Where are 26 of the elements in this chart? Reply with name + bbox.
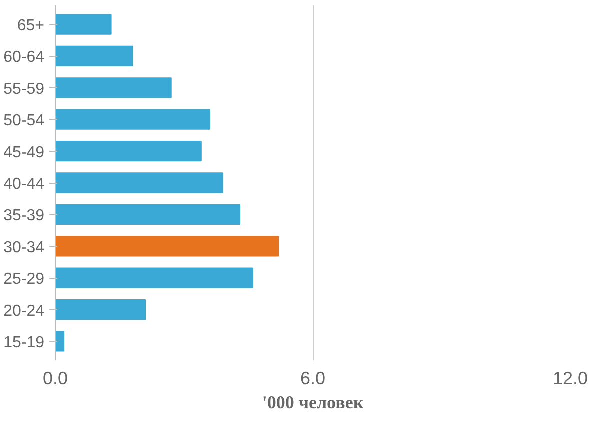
- bar: [56, 331, 65, 352]
- y-tick-label: 25-29: [4, 271, 45, 288]
- y-tick-label: 15-19: [4, 334, 45, 352]
- y-tick-label: 35-39: [4, 208, 45, 225]
- x-axis-title: '000 человек: [262, 392, 364, 412]
- bar: [56, 172, 224, 194]
- y-tick-label: 20-24: [4, 302, 45, 320]
- bar: [56, 204, 241, 226]
- y-tick-label: 30-34: [4, 239, 45, 256]
- y-tick-label: 60-64: [4, 49, 45, 66]
- bar: [56, 299, 146, 320]
- bar: [56, 268, 254, 288]
- x-tick-label: 0.0: [42, 368, 68, 388]
- y-tick-label: 45-49: [4, 144, 45, 162]
- bar: [56, 78, 172, 98]
- y-tick-label: 55-59: [4, 80, 45, 98]
- y-tick-label: 50-54: [4, 112, 45, 130]
- bar: [56, 46, 134, 67]
- y-tick-label: 40-44: [4, 176, 45, 193]
- y-tick-label: 65+: [17, 18, 44, 35]
- bar: [56, 109, 210, 130]
- x-tick-label: 6.0: [300, 368, 326, 388]
- bar: [56, 14, 112, 35]
- bar: [56, 140, 202, 162]
- x-tick-label: 12.0: [552, 368, 588, 388]
- bar: [56, 236, 280, 257]
